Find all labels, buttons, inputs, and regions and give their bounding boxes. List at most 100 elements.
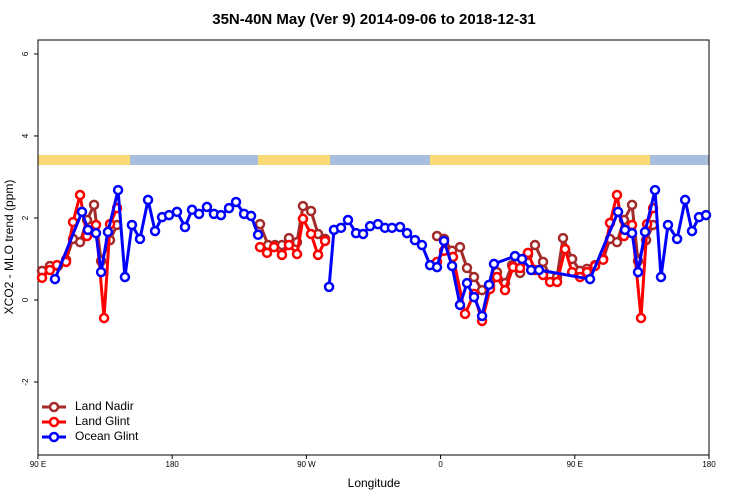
x-axis-label: Longitude: [348, 476, 401, 490]
point: [342, 214, 354, 226]
point: [171, 206, 183, 218]
point: [499, 284, 511, 296]
point: [446, 260, 458, 272]
point: [409, 234, 421, 246]
y-tick-label: 6: [21, 51, 30, 56]
x-tick-label: 90 E: [30, 460, 46, 469]
point: [537, 256, 549, 268]
ocean-strip: [38, 155, 709, 165]
point: [119, 271, 131, 283]
point: [611, 236, 623, 248]
point: [305, 228, 317, 240]
point: [74, 236, 86, 248]
point: [394, 221, 406, 233]
point: [90, 219, 102, 231]
point: [686, 225, 698, 237]
point: [671, 233, 683, 245]
point: [514, 262, 526, 274]
x-tick-label: 180: [702, 460, 716, 469]
x-tick-label: 90 E: [567, 460, 583, 469]
y-tick-label: 2: [21, 215, 30, 220]
point: [476, 310, 488, 322]
point: [459, 308, 471, 320]
point: [297, 200, 309, 212]
point: [319, 235, 331, 247]
chart-title: 35N-40N May (Ver 9) 2014-09-06 to 2018-1…: [212, 11, 536, 28]
point: [90, 227, 102, 239]
point: [584, 273, 596, 285]
point: [245, 210, 257, 222]
point: [268, 241, 280, 253]
legend-label: Land Nadir: [75, 399, 134, 413]
point: [438, 235, 450, 247]
point: [134, 233, 146, 245]
point: [632, 266, 644, 278]
legend-marker: [48, 416, 60, 428]
point: [98, 312, 110, 324]
point: [551, 276, 563, 288]
point: [655, 271, 667, 283]
point: [254, 218, 266, 230]
point: [305, 205, 317, 217]
point: [488, 258, 500, 270]
y-tick-label: 0: [21, 297, 30, 302]
point: [149, 225, 161, 237]
point: [291, 248, 303, 260]
point: [230, 196, 242, 208]
point: [357, 228, 369, 240]
point: [468, 291, 480, 303]
plot-frame: [37, 39, 710, 456]
point: [283, 239, 295, 251]
land-ocean-strip: [38, 155, 709, 165]
point: [483, 279, 495, 291]
series-line: [40, 194, 655, 327]
point: [82, 224, 94, 236]
point: [261, 247, 273, 259]
point: [88, 199, 100, 211]
land-strip: [38, 155, 130, 165]
legend-marker: [48, 401, 60, 413]
point: [401, 227, 413, 239]
point: [468, 271, 480, 283]
point: [461, 277, 473, 289]
point: [612, 206, 624, 218]
y-axis-label: XCO2 - MLO trend (ppm): [2, 180, 16, 315]
point: [335, 222, 347, 234]
point: [611, 189, 623, 201]
point: [626, 199, 638, 211]
x-tick-label: 180: [166, 460, 180, 469]
series-line: [53, 189, 707, 321]
point: [112, 184, 124, 196]
point: [700, 209, 712, 221]
legend-label: Land Glint: [75, 414, 130, 428]
point: [49, 273, 61, 285]
point: [639, 226, 651, 238]
point: [36, 272, 48, 284]
x-tick-label: 0: [438, 460, 443, 469]
point: [223, 202, 235, 214]
point: [142, 194, 154, 206]
point: [522, 247, 534, 259]
point: [215, 209, 227, 221]
point: [454, 299, 466, 311]
point: [193, 208, 205, 220]
point: [102, 226, 114, 238]
point: [454, 241, 466, 253]
point: [386, 222, 398, 234]
point: [323, 281, 335, 293]
point: [461, 262, 473, 274]
point: [662, 219, 674, 231]
point: [533, 264, 545, 276]
point: [44, 264, 56, 276]
point: [312, 249, 324, 261]
point: [74, 189, 86, 201]
x-tick-label: 90 W: [297, 460, 316, 469]
point: [252, 229, 264, 241]
point: [491, 271, 503, 283]
point: [416, 239, 428, 251]
legend-marker: [48, 431, 60, 443]
y-tick-label: -2: [21, 378, 30, 386]
point: [529, 239, 541, 251]
